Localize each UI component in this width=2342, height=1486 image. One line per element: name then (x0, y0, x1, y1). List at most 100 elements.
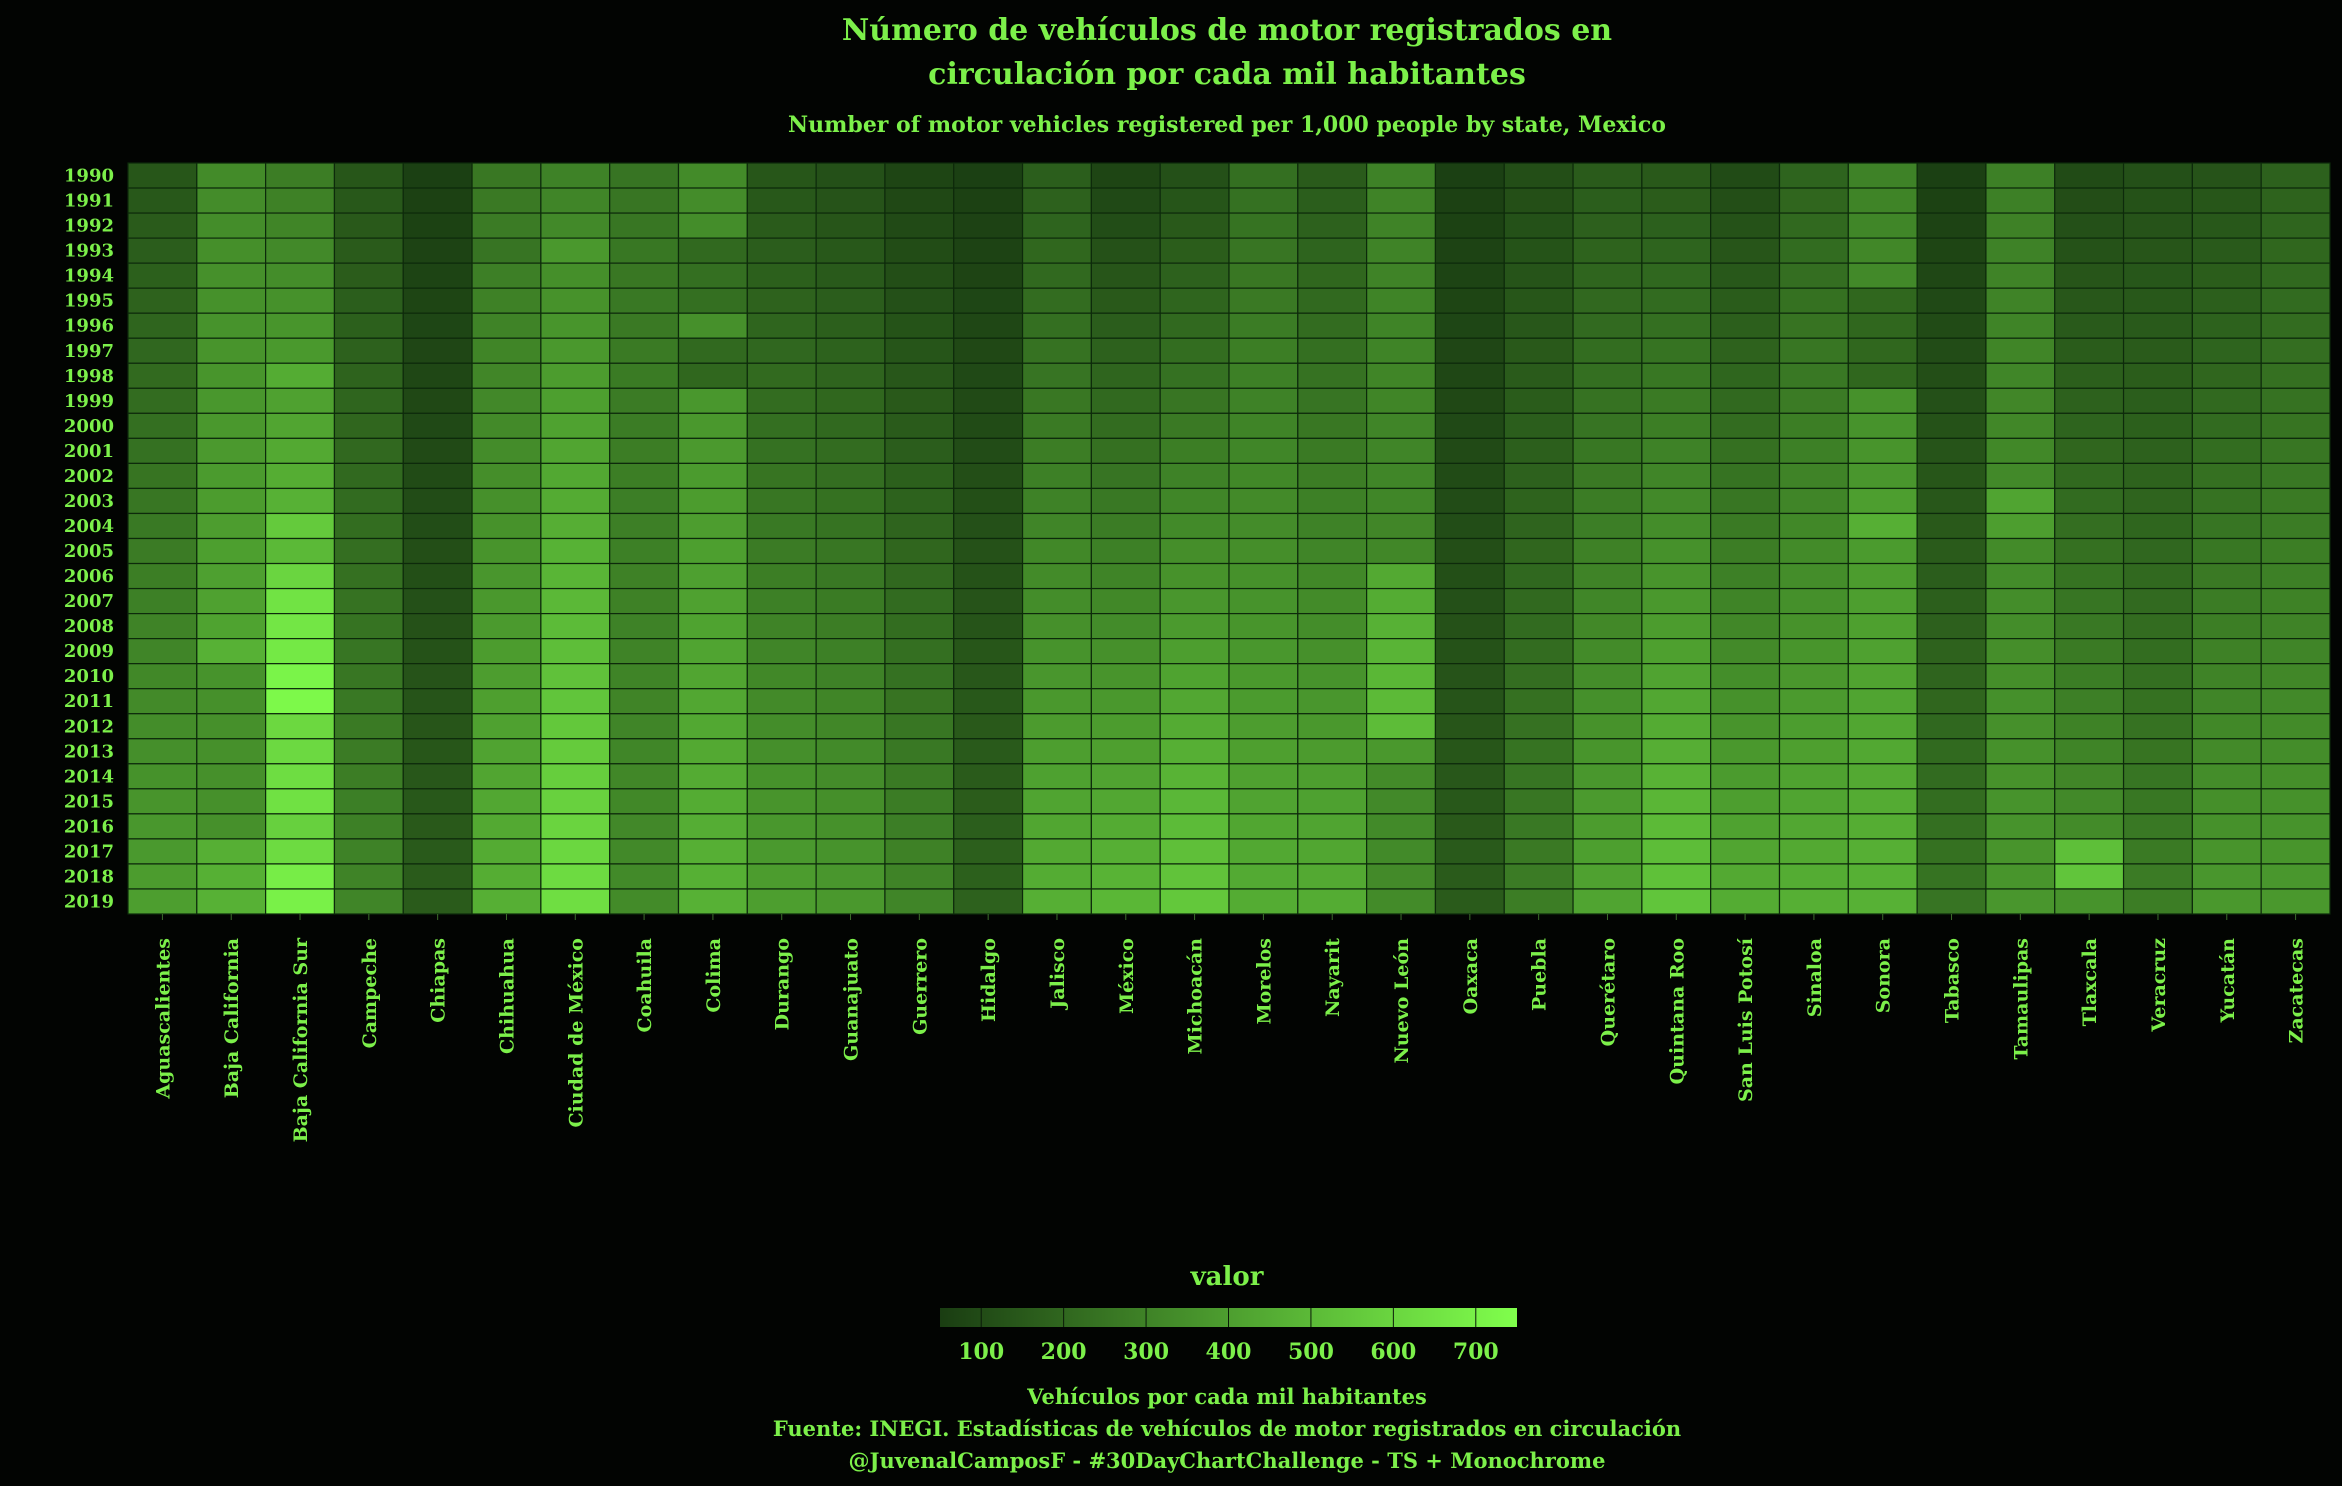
heatmap-cell-yucatan-1993 (2191, 237, 2262, 264)
heatmap-cell-campeche-1998 (333, 362, 404, 389)
heatmap-cell-sinaloa-2019 (1778, 888, 1849, 915)
heatmap-cell-veracruz-1991 (2122, 187, 2193, 214)
heatmap-cell-coahuila-1998 (609, 362, 680, 389)
heatmap-cell-morelos-2014 (1228, 763, 1299, 790)
heatmap-cell-zacatecas-1997 (2260, 337, 2331, 364)
heatmap-cell-nuevo-leon-2001 (1366, 437, 1437, 464)
heatmap-cell-aguascalientes-1999 (127, 387, 198, 414)
heatmap-cell-michoacan-1995 (1159, 287, 1230, 314)
heatmap-cell-durango-1995 (746, 287, 817, 314)
heatmap-cell-quintana-roo-2007 (1641, 587, 1712, 615)
heatmap-cell-morelos-2019 (1228, 888, 1299, 915)
heatmap-cell-baja-california-sur-1997 (265, 337, 336, 364)
heatmap-cell-michoacan-2013 (1159, 738, 1230, 765)
heatmap-cell-aguascalientes-2000 (127, 412, 198, 439)
heatmap-cell-guanajuato-2010 (815, 663, 886, 690)
x-tick-label-sinaloa: Sinaloa (1804, 938, 1826, 1017)
heatmap-cell-chiapas-2001 (402, 437, 473, 464)
heatmap-cell-colima-2006 (677, 562, 748, 590)
heatmap-cell-puebla-1996 (1503, 312, 1574, 339)
y-tick-label-2007: 2007 (64, 591, 114, 612)
heatmap-cell-campeche-2018 (333, 863, 404, 890)
heatmap-cell-morelos-1992 (1228, 212, 1299, 239)
heatmap-cell-yucatan-2001 (2191, 437, 2262, 464)
heatmap-cell-yucatan-1995 (2191, 287, 2262, 314)
heatmap-cell-ciudad-de-mexico-2007 (540, 587, 611, 615)
heatmap-cell-durango-2018 (746, 863, 817, 890)
heatmap-cell-tlaxcala-2011 (2054, 688, 2125, 715)
heatmap-cell-guanajuato-2005 (815, 537, 886, 565)
heatmap-cell-ciudad-de-mexico-2015 (540, 788, 611, 815)
heatmap-cell-coahuila-2017 (609, 838, 680, 865)
heatmap-cell-tabasco-2012 (1916, 713, 1987, 740)
heatmap-cell-aguascalientes-1993 (127, 237, 198, 264)
heatmap-cell-baja-california-1993 (196, 237, 267, 264)
x-tick-label-oaxaca: Oaxaca (1460, 938, 1482, 1014)
heatmap-cell-mexico-2013 (1090, 738, 1161, 765)
heatmap-cell-sinaloa-2014 (1778, 763, 1849, 790)
heatmap-cell-chiapas-2018 (402, 863, 473, 890)
heatmap-cell-jalisco-2003 (1021, 487, 1092, 515)
heatmap-cell-queretaro-1999 (1572, 387, 1643, 414)
heatmap-cell-colima-2012 (677, 713, 748, 740)
heatmap-cell-michoacan-1997 (1159, 337, 1230, 364)
heatmap-cell-jalisco-2002 (1021, 462, 1092, 490)
heatmap-cell-san-luis-potosi-2001 (1710, 437, 1781, 464)
heatmap-cell-queretaro-1991 (1572, 187, 1643, 214)
heatmap-cell-chiapas-2004 (402, 512, 473, 540)
heatmap-cell-veracruz-1993 (2122, 237, 2193, 264)
heatmap-cell-baja-california-sur-2007 (265, 587, 336, 615)
heatmap-cell-veracruz-1990 (2122, 162, 2193, 189)
heatmap-cell-campeche-2014 (333, 763, 404, 790)
heatmap-cell-tamaulipas-1995 (1985, 287, 2056, 314)
heatmap-cell-baja-california-1999 (196, 387, 267, 414)
heatmap-cell-tlaxcala-2010 (2054, 663, 2125, 690)
heatmap-cell-morelos-2012 (1228, 713, 1299, 740)
heatmap-cell-baja-california-sur-1999 (265, 387, 336, 414)
heatmap-cell-chihuahua-2007 (471, 587, 542, 615)
heatmap-cell-campeche-2007 (333, 587, 404, 615)
heatmap-cell-campeche-1997 (333, 337, 404, 364)
heatmap-cell-coahuila-1990 (609, 162, 680, 189)
heatmap-cell-tabasco-2015 (1916, 788, 1987, 815)
heatmap-cell-nayarit-2009 (1297, 638, 1368, 665)
heatmap-cell-tlaxcala-2007 (2054, 587, 2125, 615)
heatmap-cell-jalisco-1999 (1021, 387, 1092, 414)
heatmap-cell-sonora-2015 (1847, 788, 1918, 815)
heatmap-cell-quintana-roo-1992 (1641, 212, 1712, 239)
heatmap-cell-puebla-1995 (1503, 287, 1574, 314)
heatmap-cell-hidalgo-2000 (953, 412, 1024, 439)
heatmap-cell-hidalgo-2005 (953, 537, 1024, 565)
heatmap-cell-baja-california-1991 (196, 187, 267, 214)
heatmap-cell-queretaro-1995 (1572, 287, 1643, 314)
heatmap-cell-mexico-1993 (1090, 237, 1161, 264)
heatmap-cell-aguascalientes-2003 (127, 487, 198, 515)
heatmap-cell-guanajuato-2019 (815, 888, 886, 915)
heatmap-cell-colima-2007 (677, 587, 748, 615)
heatmap-cell-queretaro-2017 (1572, 838, 1643, 865)
heatmap-cell-coahuila-1994 (609, 262, 680, 289)
heatmap-cell-morelos-2005 (1228, 537, 1299, 565)
heatmap-cell-san-luis-potosi-2015 (1710, 788, 1781, 815)
heatmap-cell-queretaro-1994 (1572, 262, 1643, 289)
heatmap-cell-sonora-2006 (1847, 562, 1918, 590)
heatmap-cell-nuevo-leon-2013 (1366, 738, 1437, 765)
heatmap-cell-nuevo-leon-1996 (1366, 312, 1437, 339)
heatmap-cell-nayarit-1995 (1297, 287, 1368, 314)
heatmap-cell-campeche-1990 (333, 162, 404, 189)
heatmap-cell-tamaulipas-2017 (1985, 838, 2056, 865)
heatmap-cell-baja-california-sur-2013 (265, 738, 336, 765)
heatmap-cell-colima-1991 (677, 187, 748, 214)
heatmap-cell-nayarit-2013 (1297, 738, 1368, 765)
heatmap-cell-coahuila-1999 (609, 387, 680, 414)
heatmap-cell-queretaro-2016 (1572, 813, 1643, 840)
heatmap-cell-guerrero-2013 (884, 738, 955, 765)
x-tick-label-queretaro: Querétaro (1597, 938, 1619, 1046)
heatmap-cell-nuevo-leon-1995 (1366, 287, 1437, 314)
heatmap-cell-jalisco-2006 (1021, 562, 1092, 590)
heatmap-cell-veracruz-2000 (2122, 412, 2193, 439)
heatmap-cell-tabasco-2005 (1916, 537, 1987, 565)
heatmap-cell-jalisco-2007 (1021, 587, 1092, 615)
y-axis-labels: 1990 1991 1992 1993 1994 1995 1996 1997 1998 1999… (64, 166, 114, 913)
